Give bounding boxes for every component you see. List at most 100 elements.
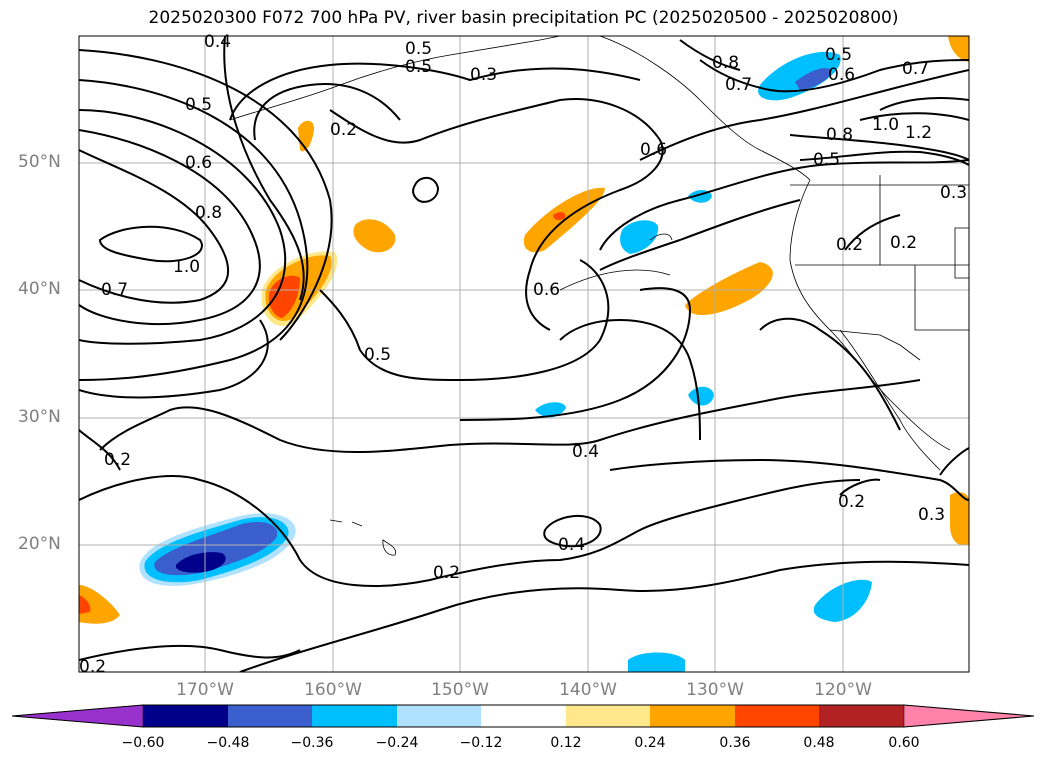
- colorbar-tick-label: 0.12: [550, 735, 582, 751]
- shade-neg-nw-strong: [795, 68, 832, 90]
- contour-label: 0.5: [364, 345, 391, 365]
- colorbar-tick-label: 0.48: [803, 735, 835, 751]
- lon-label-140w: 140°W: [559, 680, 617, 700]
- shade-neg-large-max: [175, 552, 226, 573]
- state-border: [954, 227, 969, 279]
- contour-thin: [649, 233, 673, 241]
- colorbar-tick-label: −0.60: [121, 735, 165, 751]
- shade-neg-s: [628, 652, 685, 672]
- colorbar-tick-label: 0.36: [719, 735, 751, 751]
- lat-label-30n: 30°N: [18, 407, 61, 427]
- colorbar-segment-3: [312, 705, 397, 727]
- contour-line: [839, 478, 881, 496]
- colorbar-segment-10: [903, 704, 1035, 728]
- contour-label: 0.4: [558, 535, 585, 555]
- coastline-alaska-panhandle: [599, 36, 811, 181]
- colorbar-tick-label: −0.24: [375, 735, 419, 751]
- colorbar-segment-2: [228, 705, 312, 727]
- shade-pos-c-strong: [553, 212, 566, 221]
- colorbar-segment-0: [11, 704, 144, 728]
- contour-label: 0.5: [825, 45, 852, 65]
- contour-line: [679, 39, 741, 71]
- shaded-regions: [79, 36, 969, 672]
- contour-label: 0.6: [533, 280, 560, 300]
- shade-pos-ne: [948, 36, 969, 62]
- contour-label: 0.2: [836, 235, 863, 255]
- contour-labels: 0.4 0.5 0.5 0.3 0.2 0.5 0.6 0.8 1.0 0.7 …: [79, 32, 967, 677]
- colorbar-outline: [11, 704, 1035, 728]
- contour-label: 0.5: [405, 39, 432, 59]
- contour-label: 1.2: [905, 123, 932, 143]
- contour-line: [859, 112, 969, 121]
- map-title: 2025020300 F072 700 hPa PV, river basin …: [148, 8, 899, 28]
- contour-line: [319, 259, 610, 382]
- lon-label-130w: 130°W: [686, 680, 744, 700]
- contour-label: 0.4: [572, 442, 599, 462]
- map-frame: [78, 35, 970, 673]
- contour-label: 0.8: [712, 53, 739, 73]
- colorbar-segment-5: [481, 705, 566, 727]
- state-border: [914, 265, 969, 331]
- contour-line: [879, 97, 969, 111]
- contour-label: 0.4: [204, 32, 231, 52]
- coastline-alaska: [229, 36, 561, 121]
- shade-pos-f-strong: [79, 595, 91, 614]
- coastline-baja: [839, 329, 941, 471]
- shade-neg-tiny-c: [535, 402, 566, 418]
- contour-label: 0.6: [640, 140, 667, 160]
- contour-line: [229, 62, 641, 121]
- contour-label: 0.2: [79, 657, 106, 677]
- lon-label-120w: 120°W: [814, 680, 872, 700]
- contour-line: [699, 59, 969, 93]
- contour-line: [939, 447, 969, 476]
- contour-label: 0.3: [470, 65, 497, 85]
- colorbar-segment-1: [143, 705, 228, 727]
- lon-label-160w: 160°W: [304, 680, 362, 700]
- lat-label-40n: 40°N: [18, 279, 61, 299]
- border-us-mexico: [829, 329, 921, 361]
- colorbar-segment-6: [566, 705, 650, 727]
- contour-line: [79, 149, 229, 304]
- contour-line: [599, 199, 801, 271]
- shade-pos-d: [685, 262, 773, 316]
- colorbar-tick-label: 0.60: [888, 735, 920, 751]
- shade-pos-w-strong: [268, 275, 300, 318]
- contour-label: 1.0: [872, 115, 899, 135]
- contour-label: 0.8: [195, 203, 222, 223]
- contour-line: [759, 317, 901, 431]
- lat-label-50n: 50°N: [18, 152, 61, 172]
- colorbar-tick-label: −0.36: [290, 735, 334, 751]
- lon-label-150w: 150°W: [431, 680, 489, 700]
- contour-line: [79, 79, 309, 381]
- shade-pos-a: [353, 219, 396, 253]
- contour-label: 1.0: [173, 257, 200, 277]
- contour-label: 0.5: [185, 95, 212, 115]
- contour-label: 0.7: [902, 59, 929, 79]
- contour-line: [79, 429, 121, 471]
- contour-line: [559, 318, 701, 441]
- contour-label: 0.8: [826, 125, 853, 145]
- shade-pos-f: [79, 585, 120, 624]
- colorbar: [11, 704, 1035, 728]
- contour-label: 0.5: [813, 150, 840, 170]
- contour-line: [459, 287, 692, 421]
- contour-line: [79, 49, 333, 341]
- contour-line: [79, 129, 261, 325]
- contour-line: [79, 644, 301, 661]
- shade-pos-e: [950, 492, 969, 546]
- lat-label-20n: 20°N: [18, 534, 61, 554]
- contour-label: 0.3: [940, 183, 967, 203]
- shade-neg-tiny-b: [688, 386, 714, 406]
- colorbar-segment-4: [397, 705, 481, 727]
- colorbar-tick-label: −0.48: [206, 735, 250, 751]
- contour-label: 0.6: [828, 65, 855, 85]
- contour-label: 0.5: [405, 57, 432, 77]
- colorbar-segment-7: [650, 705, 735, 727]
- contour-line: [329, 98, 664, 331]
- contour-label: 0.3: [918, 505, 945, 525]
- contour-line: [253, 83, 401, 141]
- shade-neg-mid: [620, 220, 659, 254]
- contour-line: [609, 458, 969, 501]
- contour-line: [79, 109, 287, 345]
